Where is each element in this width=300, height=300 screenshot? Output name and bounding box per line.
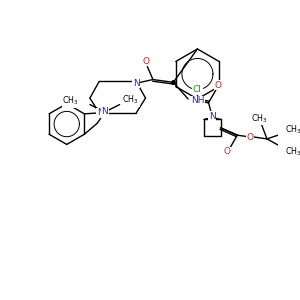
Text: N: N (133, 79, 140, 88)
Text: N: N (97, 108, 104, 117)
Text: CH$_3$: CH$_3$ (286, 146, 300, 158)
Text: CH$_3$: CH$_3$ (122, 94, 139, 106)
Text: Cl: Cl (193, 85, 202, 94)
Text: O: O (224, 147, 231, 156)
Text: NH: NH (191, 96, 204, 105)
Text: N: N (209, 112, 216, 121)
Text: CH$_3$: CH$_3$ (62, 94, 79, 107)
Text: CH$_3$: CH$_3$ (251, 112, 268, 125)
Text: N: N (101, 107, 108, 116)
Text: O: O (247, 133, 254, 142)
Text: CH$_3$: CH$_3$ (286, 123, 300, 136)
Text: O: O (214, 81, 221, 90)
Text: O: O (142, 56, 149, 65)
